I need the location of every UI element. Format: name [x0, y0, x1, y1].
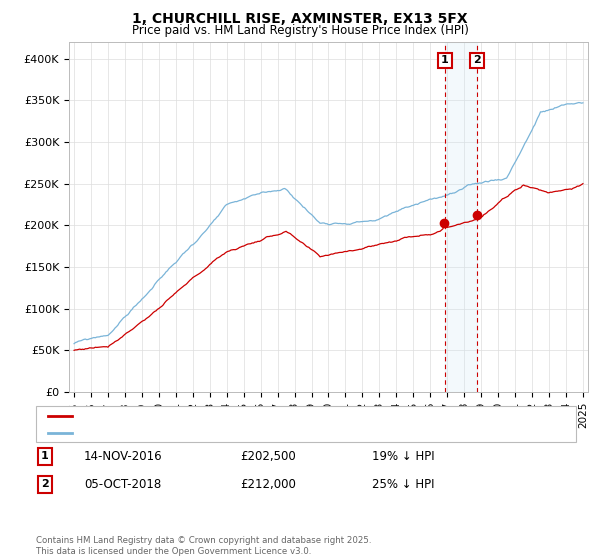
- Text: Price paid vs. HM Land Registry's House Price Index (HPI): Price paid vs. HM Land Registry's House …: [131, 24, 469, 36]
- Text: £212,000: £212,000: [240, 478, 296, 491]
- Text: 05-OCT-2018: 05-OCT-2018: [84, 478, 161, 491]
- Text: 14-NOV-2016: 14-NOV-2016: [84, 450, 163, 463]
- Text: Contains HM Land Registry data © Crown copyright and database right 2025.
This d: Contains HM Land Registry data © Crown c…: [36, 536, 371, 556]
- Text: 1, CHURCHILL RISE, AXMINSTER, EX13 5FX (semi-detached house): 1, CHURCHILL RISE, AXMINSTER, EX13 5FX (…: [81, 411, 427, 421]
- Text: £202,500: £202,500: [240, 450, 296, 463]
- Text: 2: 2: [473, 55, 481, 66]
- Text: 1: 1: [41, 451, 49, 461]
- Text: 1: 1: [441, 55, 449, 66]
- Text: 2: 2: [41, 479, 49, 489]
- Text: 25% ↓ HPI: 25% ↓ HPI: [372, 478, 434, 491]
- Text: 1, CHURCHILL RISE, AXMINSTER, EX13 5FX: 1, CHURCHILL RISE, AXMINSTER, EX13 5FX: [132, 12, 468, 26]
- Text: 19% ↓ HPI: 19% ↓ HPI: [372, 450, 434, 463]
- Bar: [445, 42, 477, 392]
- Text: HPI: Average price, semi-detached house, East Devon: HPI: Average price, semi-detached house,…: [81, 428, 362, 438]
